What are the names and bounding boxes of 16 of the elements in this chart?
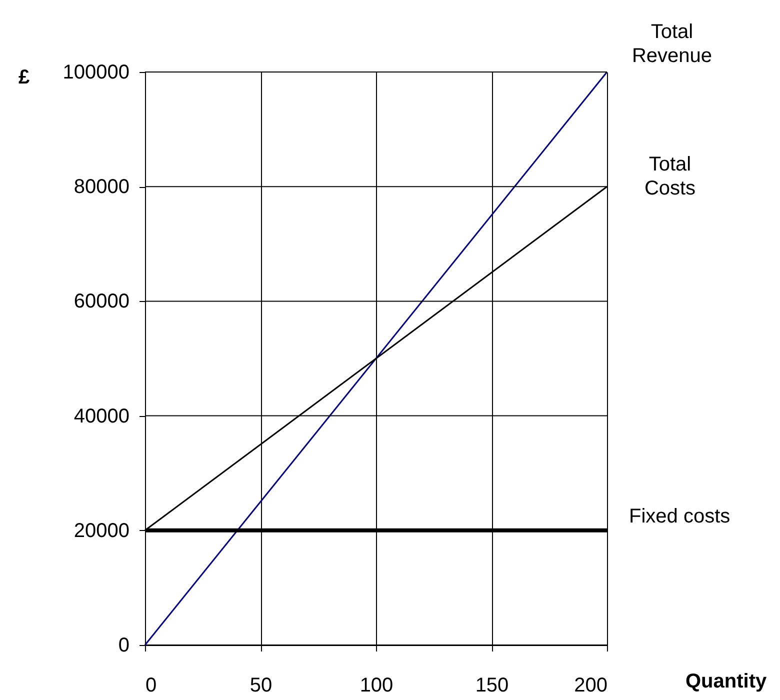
y-tick-label: 60000 [74,290,130,313]
x-tick-label: 0 [146,674,157,696]
series-label: Fixed costs [629,505,730,528]
series-label: Total Costs [644,154,696,200]
x-tick-label: 200 [574,674,608,696]
series-label: Total Revenue [632,21,712,67]
y-tick-label: 0 [118,634,130,656]
x-tick-label: 50 [250,674,272,696]
y-tick-label: 20000 [74,520,130,542]
y-tick-label: 80000 [74,176,130,198]
x-axis-title: Quantity [686,670,768,692]
x-tick-label: 150 [475,674,509,696]
y-tick-label: 100000 [62,62,130,84]
y-tick-label: 40000 [74,405,130,428]
y-axis-title: £ [18,66,30,88]
x-tick-label: 100 [360,674,394,696]
